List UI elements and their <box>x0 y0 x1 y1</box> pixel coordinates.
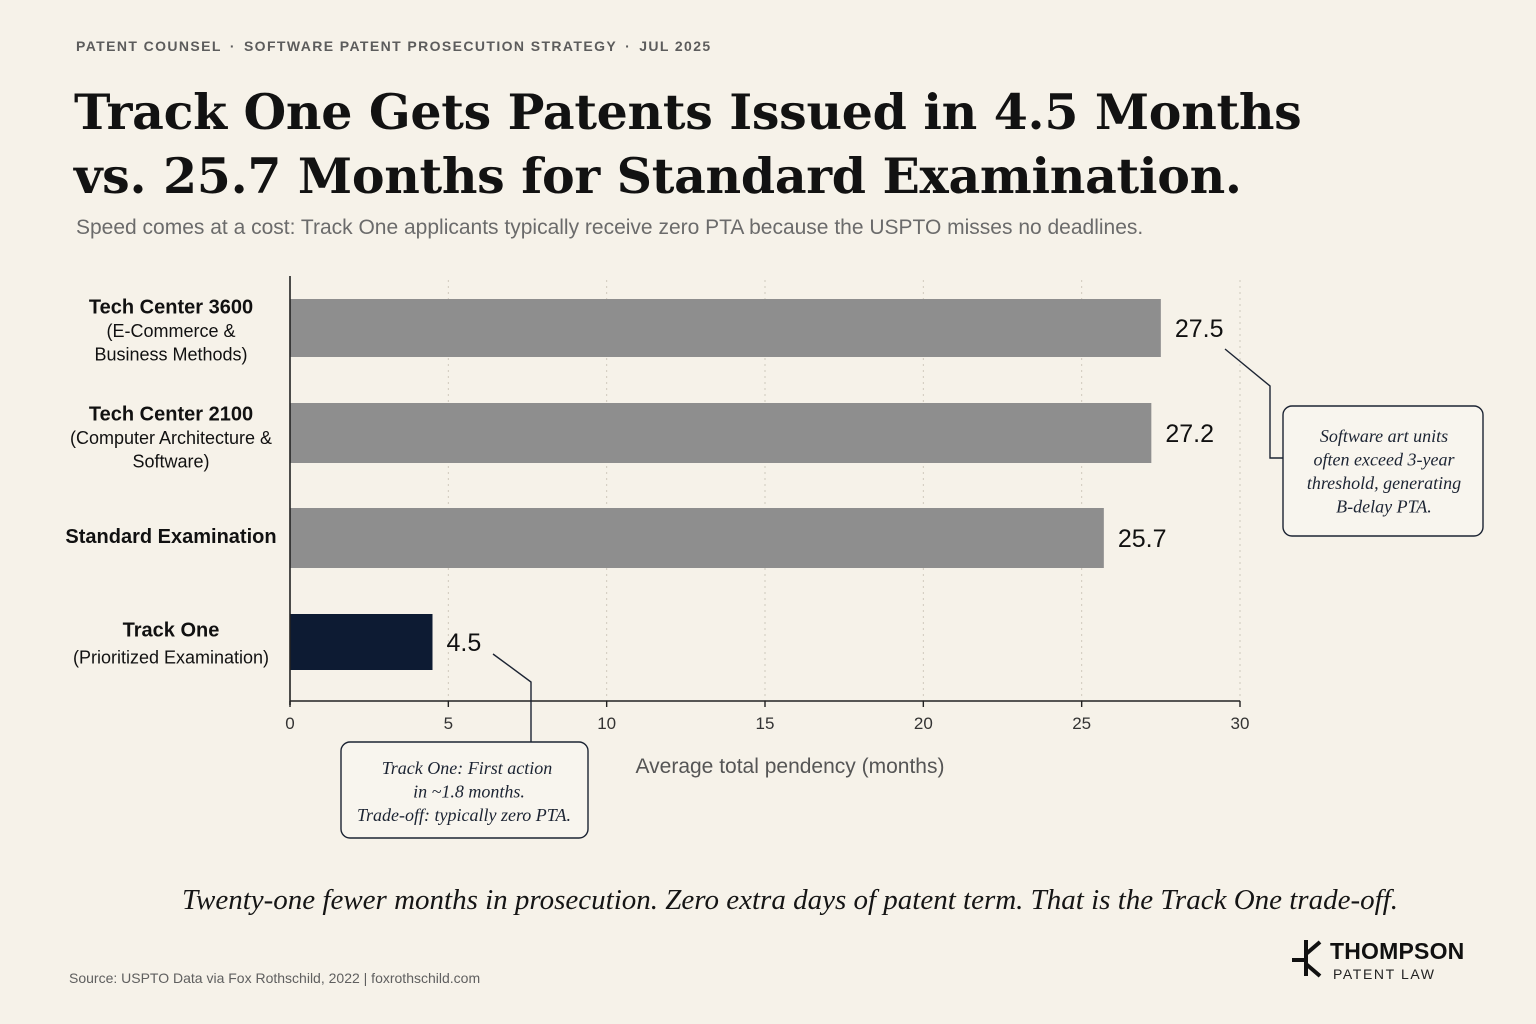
source-note: Source: USPTO Data via Fox Rothschild, 2… <box>69 970 481 986</box>
bar <box>290 614 433 670</box>
tagline: Twenty-one fewer months in prosecution. … <box>182 884 1398 916</box>
category-label: Software) <box>132 452 209 472</box>
kicker-date: JUL 2025 <box>639 38 712 54</box>
callout-text: Track One: First action <box>382 758 552 778</box>
callout-text: in ~1.8 months. <box>413 782 525 802</box>
x-tick-label: 0 <box>285 714 294 733</box>
callout-text: Software art units <box>1320 426 1448 446</box>
category-label: (E-Commerce & <box>106 321 235 341</box>
x-tick-label: 5 <box>444 714 453 733</box>
subtitle: Speed comes at a cost: Track One applica… <box>76 216 1144 239</box>
x-tick-label: 20 <box>914 714 933 733</box>
callout-box <box>340 741 589 839</box>
kicker-separator: · <box>229 38 236 54</box>
callout-text: often exceed 3-year <box>1314 450 1456 470</box>
callout-connector <box>1224 348 1283 459</box>
title-line-2: vs. 25.7 Months for Standard Examination… <box>74 147 1242 205</box>
callout-text: Trade-off: typically zero PTA. <box>357 805 571 825</box>
x-tick-label: 30 <box>1231 714 1250 733</box>
callout-text: threshold, generating <box>1307 473 1461 493</box>
bar <box>290 403 1152 463</box>
callout-box <box>1282 405 1484 537</box>
kicker-publication: PATENT COUNSEL <box>76 38 222 54</box>
callout-text: B-delay PTA. <box>1336 497 1432 517</box>
kicker: PATENT COUNSEL · SOFTWARE PATENT PROSECUTI… <box>76 38 712 54</box>
callout-connector <box>492 653 532 742</box>
title-line-1: Track One Gets Patents Issued in 4.5 Mon… <box>74 83 1302 141</box>
bar <box>290 299 1161 357</box>
kicker-topic: SOFTWARE PATENT PROSECUTION STRATEGY <box>243 38 618 54</box>
logo-subtitle: PATENT LAW <box>1333 966 1436 982</box>
category-label: Standard Examination <box>65 526 276 548</box>
x-axis-title: Average total pendency (months) <box>636 755 945 778</box>
pendency-bar-chart: 0 5 10 15 20 25 30 Average total pendency (mont… <box>65 276 1484 839</box>
category-label: (Computer Architecture & <box>70 428 272 448</box>
patent-mark-icon <box>1292 940 1322 978</box>
data-label: 25.7 <box>1118 525 1167 553</box>
kicker-separator: · <box>625 38 632 54</box>
x-tick-label: 10 <box>597 714 616 733</box>
data-label: 27.2 <box>1165 420 1214 448</box>
category-label: (Prioritized Examination) <box>73 648 269 668</box>
bar <box>290 508 1104 568</box>
data-label: 27.5 <box>1175 315 1224 343</box>
logo-name: THOMPSON <box>1330 938 1465 964</box>
logo: THOMPSON PATENT LAW <box>1290 934 1490 986</box>
x-tick-label: 25 <box>1072 714 1091 733</box>
category-label: Track One <box>123 620 220 642</box>
category-label: Tech Center 3600 <box>89 297 253 319</box>
category-label: Business Methods) <box>94 345 247 365</box>
page-title: Track One Gets Patents Issued in 4.5 Mon… <box>74 80 1302 208</box>
data-label: 4.5 <box>447 629 482 657</box>
category-label: Tech Center 2100 <box>89 404 253 426</box>
x-tick-label: 15 <box>756 714 775 733</box>
